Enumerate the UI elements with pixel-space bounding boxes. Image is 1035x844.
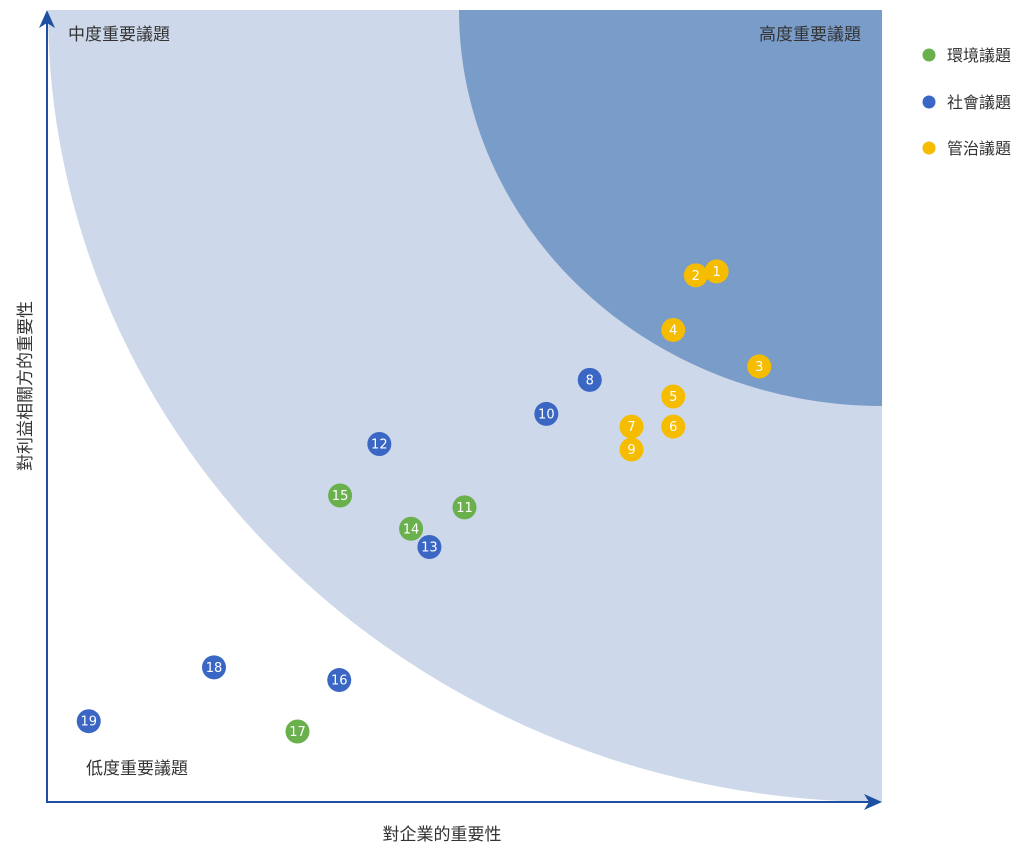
legend-marker-environment xyxy=(922,48,936,62)
point-marker xyxy=(327,668,352,693)
point-marker xyxy=(534,401,559,426)
axes xyxy=(39,10,882,810)
point-marker xyxy=(399,516,424,541)
point-label: 5 xyxy=(669,390,677,405)
legend-label-governance: 管治議題 xyxy=(947,139,1011,158)
data-point: 4 xyxy=(661,317,686,342)
data-point: 1 xyxy=(704,259,729,284)
point-label: 15 xyxy=(332,489,349,504)
point-label: 19 xyxy=(80,715,97,730)
point-marker xyxy=(619,414,644,439)
point-label: 13 xyxy=(421,540,438,555)
point-marker xyxy=(747,354,772,379)
medium-zone-label: 中度重要議題 xyxy=(68,25,170,45)
y-axis-arrow-icon xyxy=(39,10,55,28)
point-label: 4 xyxy=(669,323,677,338)
point-marker xyxy=(661,384,686,409)
point-label: 1 xyxy=(713,265,721,280)
data-point: 17 xyxy=(285,719,310,744)
data-point: 12 xyxy=(367,432,392,457)
point-marker xyxy=(285,719,310,744)
point-marker xyxy=(367,432,392,457)
data-point: 9 xyxy=(619,437,644,462)
low-zone-label: 低度重要議題 xyxy=(86,759,188,779)
point-label: 10 xyxy=(538,407,555,422)
point-marker xyxy=(661,317,686,342)
data-point: 6 xyxy=(661,414,686,439)
point-marker xyxy=(577,367,602,392)
y-axis-title: 對利益相關方的重要性 xyxy=(16,301,36,471)
point-label: 12 xyxy=(371,438,388,453)
point-label: 2 xyxy=(692,269,700,284)
data-point: 2 xyxy=(683,263,708,288)
point-label: 3 xyxy=(755,360,763,375)
data-point: 19 xyxy=(76,709,101,734)
point-marker xyxy=(328,483,353,508)
point-marker xyxy=(619,437,644,462)
data-point: 7 xyxy=(619,414,644,439)
high-importance-zone xyxy=(459,10,882,406)
point-marker xyxy=(452,495,477,520)
x-axis-arrow-icon xyxy=(864,794,882,810)
point-label: 6 xyxy=(669,420,677,435)
data-point: 11 xyxy=(452,495,477,520)
legend: 環境議題 社會議題 管治議題 xyxy=(922,46,1011,158)
data-point: 3 xyxy=(747,354,772,379)
legend-label-environment: 環境議題 xyxy=(947,46,1011,65)
point-marker xyxy=(704,259,729,284)
data-point: 18 xyxy=(202,655,226,680)
legend-label-social: 社會議題 xyxy=(947,93,1011,112)
x-axis-title: 對企業的重要性 xyxy=(383,825,502,844)
point-marker xyxy=(417,534,442,559)
data-point: 14 xyxy=(399,516,424,541)
point-label: 17 xyxy=(289,725,306,740)
point-label: 8 xyxy=(586,373,594,388)
point-marker xyxy=(683,263,708,288)
point-label: 18 xyxy=(206,661,223,676)
data-point: 13 xyxy=(417,534,442,559)
point-label: 16 xyxy=(331,674,348,689)
point-marker xyxy=(661,414,686,439)
point-marker xyxy=(202,655,226,680)
point-label: 11 xyxy=(456,501,473,516)
data-point: 8 xyxy=(577,367,602,392)
data-point: 10 xyxy=(534,401,559,426)
legend-marker-governance xyxy=(922,141,936,155)
data-point: 15 xyxy=(328,483,353,508)
point-label: 9 xyxy=(627,443,635,458)
legend-marker-social xyxy=(922,95,936,109)
data-point: 16 xyxy=(327,668,352,693)
data-point: 5 xyxy=(661,384,686,409)
data-points: 11 14 15 17 8 10 12 13 16 18 19 12 3 4 5 6 7 9 xyxy=(76,259,772,744)
point-label: 14 xyxy=(403,522,420,537)
point-label: 7 xyxy=(627,420,635,435)
high-zone-label: 高度重要議題 xyxy=(759,25,861,45)
point-marker xyxy=(76,709,101,734)
